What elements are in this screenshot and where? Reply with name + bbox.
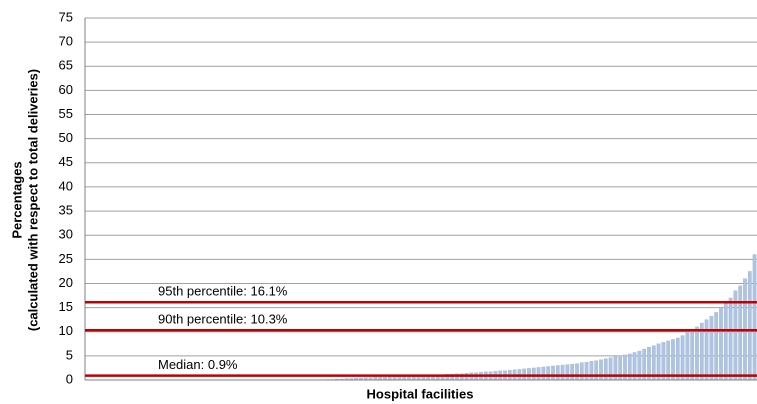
x-axis-label: Hospital facilities (367, 386, 474, 401)
bar (714, 312, 719, 381)
bar (733, 290, 738, 381)
y-tick-label: 40 (59, 178, 73, 193)
y-tick-label: 60 (59, 82, 73, 97)
y-tick-label: 50 (59, 130, 73, 145)
bar (527, 368, 531, 381)
bar (719, 307, 723, 381)
bar (723, 302, 728, 381)
bar (546, 366, 551, 381)
y-tick-label: 45 (59, 154, 73, 169)
y-tick-label: 25 (59, 251, 73, 266)
y-tick-label: 55 (59, 106, 73, 121)
y-tick-label: 35 (59, 203, 73, 218)
bar (575, 363, 579, 381)
bar (589, 361, 594, 381)
bar (397, 376, 402, 381)
bar (704, 319, 709, 381)
y-tick-label: 75 (59, 9, 73, 24)
bar (695, 326, 699, 381)
bar (690, 330, 695, 381)
bar (565, 364, 570, 381)
y-tick-label: 10 (59, 323, 73, 338)
bar (584, 361, 589, 381)
bar (594, 360, 599, 381)
bar (752, 254, 757, 381)
bar (387, 376, 392, 381)
y-tick-label: 70 (59, 34, 73, 49)
y-tick-label: 5 (66, 347, 73, 362)
bar (680, 335, 685, 381)
y-tick-label: 20 (59, 275, 73, 290)
bar (555, 365, 560, 381)
bar (560, 364, 565, 381)
bar (747, 271, 752, 381)
y-tick-label: 30 (59, 227, 73, 242)
y-axis-label: Percentages (9, 161, 24, 238)
bar (579, 362, 584, 381)
bar (599, 359, 603, 381)
bar (738, 285, 743, 381)
y-tick-label: 65 (59, 58, 73, 73)
bar (551, 365, 555, 381)
bar (675, 337, 680, 381)
y-tick-label: 0 (66, 371, 73, 386)
bar (728, 297, 733, 381)
bar (541, 366, 546, 381)
bar (661, 342, 666, 381)
bar (685, 332, 690, 381)
bar (536, 367, 541, 381)
reference-label: 90th percentile: 10.3% (158, 312, 288, 327)
bar (392, 376, 397, 381)
y-tick-label: 15 (59, 299, 73, 314)
bar (709, 316, 714, 381)
bar (570, 363, 575, 381)
bar (699, 322, 704, 381)
reference-label: Median: 0.9% (158, 357, 238, 372)
reference-label: 95th percentile: 16.1% (158, 284, 288, 299)
bar (531, 367, 536, 381)
y-axis-label: (calculated with respect to total delive… (25, 69, 40, 331)
bar (671, 339, 675, 381)
bar (666, 340, 671, 381)
